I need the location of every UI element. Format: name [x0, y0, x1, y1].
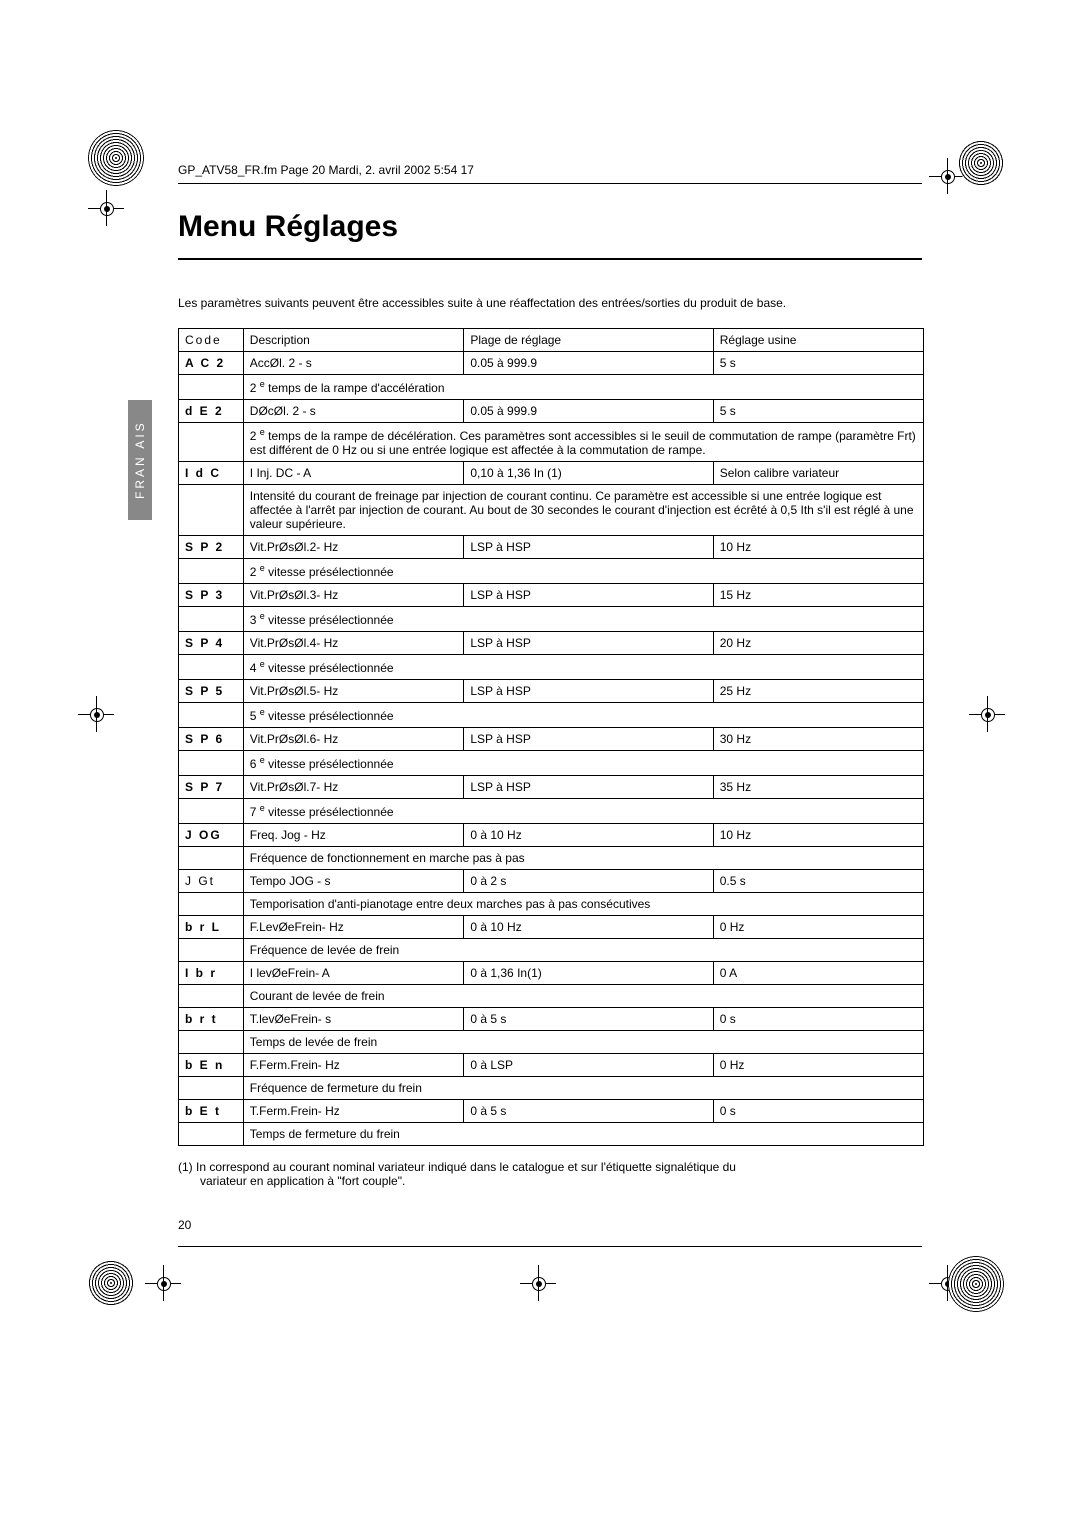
cell-note: 2 e temps de la rampe de décélération. C… [243, 423, 923, 462]
printer-regmark [78, 696, 114, 732]
footnote: (1) In correspond au courant nominal var… [178, 1160, 922, 1188]
cell-range: 0,10 à 1,36 In (1) [464, 462, 713, 485]
cell-def: 5 s [713, 352, 923, 375]
cell-desc: I Inj. DC - A [243, 462, 464, 485]
printer-regmark [969, 696, 1005, 732]
cell-def: 5 s [713, 400, 923, 423]
footnote-line1: (1) In correspond au courant nominal var… [178, 1160, 736, 1174]
table-row-note: 4 e vitesse présélectionnée [179, 655, 924, 680]
cell-note: 2 e temps de la rampe d'accélération [243, 375, 923, 400]
table-row-note: 5 e vitesse présélectionnée [179, 703, 924, 728]
table-row-note: Temps de fermeture du frein [179, 1123, 924, 1146]
intro-paragraph: Les paramètres suivants peuvent être acc… [178, 296, 922, 310]
cell-code: I d C [179, 462, 244, 485]
printer-mark-disc [88, 130, 144, 186]
table-row: A C 2 AccØl. 2 - s 0.05 à 999.9 5 s [179, 352, 924, 375]
table-row: I b r I levØeFrein- A 0 à 1,36 In(1) 0 A [179, 962, 924, 985]
cell-note: Intensité du courant de freinage par inj… [243, 485, 923, 536]
page-title: Menu Réglages [178, 210, 398, 244]
table-row: J OG Freq. Jog - Hz 0 à 10 Hz 10 Hz [179, 824, 924, 847]
printer-regmark [145, 1265, 181, 1301]
cell-desc: DØcØl. 2 - s [243, 400, 464, 423]
cell-range: 0.05 à 999.9 [464, 352, 713, 375]
table-row-note: Courant de levée de frein [179, 985, 924, 1008]
cell-code: A C 2 [179, 352, 244, 375]
cell-range: 0.05 à 999.9 [464, 400, 713, 423]
col-def: Réglage usine [713, 329, 923, 352]
table-row-note: Temps de levée de frein [179, 1031, 924, 1054]
table-row: b r t T.levØeFrein- s 0 à 5 s 0 s [179, 1008, 924, 1031]
table-row: S P 7 Vit.PrØsØl.7- Hz LSP à HSP 35 Hz [179, 776, 924, 799]
table-row-note: Fréquence de fonctionnement en marche pa… [179, 847, 924, 870]
printer-regmark [520, 1265, 556, 1301]
table-row: b E t T.Ferm.Frein- Hz 0 à 5 s 0 s [179, 1100, 924, 1123]
title-rule [178, 258, 922, 260]
table-row-note: 6 e vitesse présélectionnée [179, 751, 924, 776]
col-desc: Description [243, 329, 464, 352]
header-rule [178, 183, 922, 184]
table-row: I d C I Inj. DC - A 0,10 à 1,36 In (1) S… [179, 462, 924, 485]
printer-mark-disc [88, 1260, 134, 1306]
table-row-note: Intensité du courant de freinage par inj… [179, 485, 924, 536]
table-row-note: 2 e vitesse présélectionnée [179, 559, 924, 584]
printer-mark-disc [948, 1256, 1004, 1312]
footer-rule [178, 1246, 922, 1247]
cell-code: d E 2 [179, 400, 244, 423]
cell-def: Selon calibre variateur [713, 462, 923, 485]
header-filepath: GP_ATV58_FR.fm Page 20 Mardi, 2. avril 2… [178, 163, 922, 177]
table-row-note: 2 e temps de la rampe de décélération. C… [179, 423, 924, 462]
table-row-note: 3 e vitesse présélectionnée [179, 607, 924, 632]
table-row: J Gt Tempo JOG - s 0 à 2 s 0.5 s [179, 870, 924, 893]
language-side-tab: FRAN AIS [128, 400, 152, 520]
table-row-note: Fréquence de fermeture du frein [179, 1077, 924, 1100]
printer-regmark [88, 190, 124, 226]
table-row: S P 3 Vit.PrØsØl.3- Hz LSP à HSP 15 Hz [179, 584, 924, 607]
table-row: d E 2 DØcØl. 2 - s 0.05 à 999.9 5 s [179, 400, 924, 423]
cell-code: S P 2 [179, 536, 244, 559]
footnote-line2: variateur en application à "fort couple"… [200, 1174, 405, 1188]
cell-note: 2 e vitesse présélectionnée [243, 559, 923, 584]
page-number: 20 [178, 1218, 191, 1232]
table-row: S P 2 Vit.PrØsØl.2- Hz LSP à HSP 10 Hz [179, 536, 924, 559]
printer-mark-disc [958, 140, 1004, 186]
col-code: Code [179, 329, 244, 352]
document-page: GP_ATV58_FR.fm Page 20 Mardi, 2. avril 2… [0, 0, 1080, 1528]
table-row-note: 2 e temps de la rampe d'accélération [179, 375, 924, 400]
table-row: b r L F.LevØeFrein- Hz 0 à 10 Hz 0 Hz [179, 916, 924, 939]
table-row: b E n F.Ferm.Frein- Hz 0 à LSP 0 Hz [179, 1054, 924, 1077]
cell-desc: AccØl. 2 - s [243, 352, 464, 375]
col-range: Plage de réglage [464, 329, 713, 352]
table-header-row: Code Description Plage de réglage Réglag… [179, 329, 924, 352]
table-row: S P 6 Vit.PrØsØl.6- Hz LSP à HSP 30 Hz [179, 728, 924, 751]
parameters-table: Code Description Plage de réglage Réglag… [178, 328, 924, 1146]
table-row: S P 5 Vit.PrØsØl.5- Hz LSP à HSP 25 Hz [179, 680, 924, 703]
table-row-note: Temporisation d'anti-pianotage entre deu… [179, 893, 924, 916]
table-row: S P 4 Vit.PrØsØl.4- Hz LSP à HSP 20 Hz [179, 632, 924, 655]
table-row-note: Fréquence de levée de frein [179, 939, 924, 962]
table-row-note: 7 e vitesse présélectionnée [179, 799, 924, 824]
